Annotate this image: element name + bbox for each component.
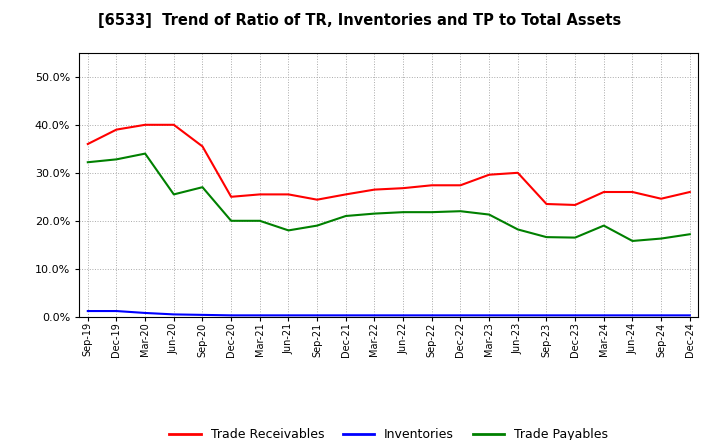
Trade Payables [628, 238, 636, 244]
Inventories [685, 313, 694, 318]
Trade Receivables [312, 197, 321, 202]
Trade Payables [84, 160, 92, 165]
Trade Receivables [456, 183, 465, 188]
Inventories [341, 313, 350, 318]
Line: Inventories: Inventories [88, 311, 690, 315]
Inventories [485, 313, 493, 318]
Trade Payables [428, 209, 436, 215]
Inventories [571, 313, 580, 318]
Inventories [456, 313, 465, 318]
Trade Receivables [227, 194, 235, 199]
Inventories [657, 313, 665, 318]
Inventories [542, 313, 551, 318]
Trade Receivables [256, 192, 264, 197]
Trade Payables [571, 235, 580, 240]
Trade Payables [370, 211, 379, 216]
Trade Receivables [141, 122, 150, 128]
Legend: Trade Receivables, Inventories, Trade Payables: Trade Receivables, Inventories, Trade Pa… [164, 423, 613, 440]
Trade Payables [600, 223, 608, 228]
Trade Receivables [84, 141, 92, 147]
Inventories [284, 313, 293, 318]
Inventories [312, 313, 321, 318]
Trade Payables [542, 235, 551, 240]
Trade Payables [312, 223, 321, 228]
Trade Payables [456, 209, 465, 214]
Trade Payables [399, 209, 408, 215]
Trade Receivables [628, 189, 636, 194]
Trade Receivables [284, 192, 293, 197]
Inventories [256, 313, 264, 318]
Trade Payables [112, 157, 121, 162]
Trade Receivables [198, 144, 207, 149]
Line: Trade Payables: Trade Payables [88, 154, 690, 241]
Trade Receivables [513, 170, 522, 176]
Inventories [84, 308, 92, 314]
Trade Payables [657, 236, 665, 241]
Inventories [428, 313, 436, 318]
Trade Receivables [485, 172, 493, 177]
Trade Payables [485, 212, 493, 217]
Line: Trade Receivables: Trade Receivables [88, 125, 690, 205]
Trade Receivables [428, 183, 436, 188]
Trade Payables [284, 228, 293, 233]
Trade Payables [685, 231, 694, 237]
Trade Payables [227, 218, 235, 224]
Trade Receivables [399, 186, 408, 191]
Inventories [370, 313, 379, 318]
Trade Receivables [341, 192, 350, 197]
Trade Receivables [571, 202, 580, 208]
Inventories [227, 313, 235, 318]
Inventories [112, 308, 121, 314]
Inventories [141, 310, 150, 315]
Trade Payables [513, 227, 522, 232]
Trade Payables [169, 192, 178, 197]
Inventories [628, 313, 636, 318]
Trade Receivables [169, 122, 178, 128]
Inventories [198, 312, 207, 318]
Inventories [513, 313, 522, 318]
Trade Receivables [657, 196, 665, 202]
Trade Receivables [600, 189, 608, 194]
Text: [6533]  Trend of Ratio of TR, Inventories and TP to Total Assets: [6533] Trend of Ratio of TR, Inventories… [99, 13, 621, 28]
Inventories [169, 312, 178, 317]
Trade Receivables [685, 189, 694, 194]
Trade Payables [141, 151, 150, 156]
Trade Receivables [542, 202, 551, 207]
Trade Payables [341, 213, 350, 219]
Inventories [600, 313, 608, 318]
Trade Payables [198, 184, 207, 190]
Trade Receivables [370, 187, 379, 192]
Inventories [399, 313, 408, 318]
Trade Receivables [112, 127, 121, 132]
Trade Payables [256, 218, 264, 224]
